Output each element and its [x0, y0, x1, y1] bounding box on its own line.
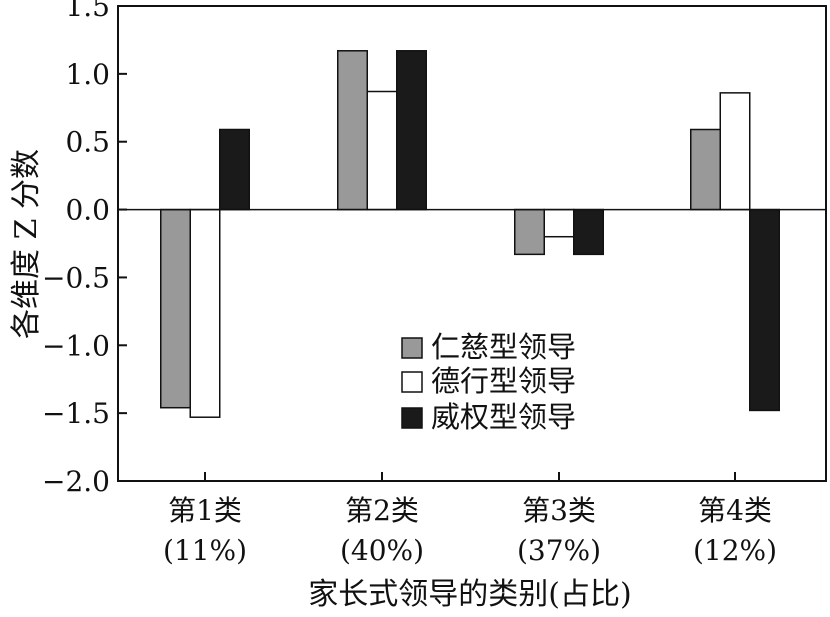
- y-tick-label: 0.5: [65, 126, 110, 159]
- y-tick-label: 1.0: [65, 58, 110, 91]
- y-axis-title: 各维度 Z 分数: [9, 149, 44, 339]
- legend-label: 德行型领导: [431, 364, 576, 398]
- bar: [514, 208, 545, 256]
- bar: [690, 128, 721, 211]
- bar: [396, 50, 427, 211]
- x-category-label: 第3类: [522, 494, 596, 527]
- x-category-share: (12%): [693, 534, 777, 567]
- bar: [573, 208, 604, 256]
- bar: [219, 128, 250, 211]
- y-axis: −2.0 −1.5 −1.0 −0.5 0.0 0.5 1.0 1.5: [42, 0, 127, 498]
- legend-swatch: [401, 407, 423, 429]
- y-tick-label: −1.5: [42, 397, 110, 430]
- legend-swatch: [401, 337, 423, 359]
- x-axis-title: 家长式领导的类别(占比): [308, 577, 631, 612]
- y-tick-label: −0.5: [42, 261, 110, 294]
- x-category-label: 第2类: [345, 494, 419, 527]
- bar: [719, 92, 751, 211]
- bar: [160, 208, 191, 409]
- bar: [749, 208, 780, 412]
- legend-label: 威权型领导: [431, 400, 576, 434]
- x-category-share: (40%): [340, 534, 424, 567]
- legend-label: 仁慈型领导: [431, 330, 576, 364]
- y-tick-label: −1.0: [42, 329, 110, 362]
- x-category-share: (11%): [163, 534, 247, 567]
- bar: [366, 90, 398, 211]
- x-category-label: 第1类: [168, 494, 242, 527]
- bar: [543, 208, 575, 238]
- x-axis: 第1类 (11%) 第2类 (40%) 第3类 (37%) 第4类 (12%): [163, 472, 777, 567]
- bars: [160, 50, 780, 418]
- plot-area: [117, 5, 827, 482]
- x-category-share: (37%): [517, 534, 601, 567]
- y-tick-label: 0.0: [65, 194, 110, 227]
- y-tick-label: 1.5: [65, 0, 110, 23]
- bar: [337, 50, 368, 211]
- y-tick-label: −2.0: [42, 465, 110, 498]
- bar: [189, 208, 221, 418]
- legend-swatch: [401, 371, 423, 393]
- x-category-label: 第4类: [698, 494, 772, 527]
